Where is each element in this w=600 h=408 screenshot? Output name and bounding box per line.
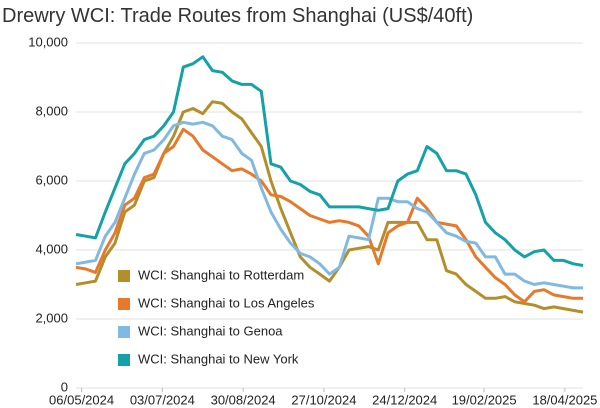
x-tick-label: 06/05/2024 [49, 392, 114, 407]
x-tick-label: 18/04/2025 [532, 392, 597, 407]
legend-swatch [118, 326, 130, 338]
chart-title: Drewry WCI: Trade Routes from Shanghai (… [2, 5, 473, 27]
line [75, 127, 583, 304]
legend-label: WCI: Shanghai to Genoa [138, 323, 283, 338]
legend-label: WCI: Shanghai to Rotterdam [138, 267, 304, 282]
legend-swatch [118, 354, 130, 366]
legend-label: WCI: Shanghai to Los Angeles [138, 295, 315, 310]
x-tick-label: 19/02/2025 [452, 392, 517, 407]
legend-swatch [118, 298, 130, 310]
legend-label: WCI: Shanghai to New York [138, 351, 299, 366]
y-tick-label: 4,000 [35, 241, 68, 256]
y-tick-label: 10,000 [28, 34, 68, 49]
line [75, 55, 584, 267]
y-tick-label: 6,000 [35, 172, 68, 187]
y-tick-label: 8,000 [35, 103, 68, 118]
y-tick-label: 2,000 [35, 310, 68, 325]
x-tick-label: 03/07/2024 [130, 392, 195, 407]
x-tick-label: 24/12/2024 [372, 392, 437, 407]
y-tick-label: 0 [61, 379, 68, 394]
x-tick-label: 30/08/2024 [211, 392, 276, 407]
line [75, 120, 583, 290]
legend-swatch [118, 270, 130, 282]
x-tick-label: 27/10/2024 [291, 392, 356, 407]
